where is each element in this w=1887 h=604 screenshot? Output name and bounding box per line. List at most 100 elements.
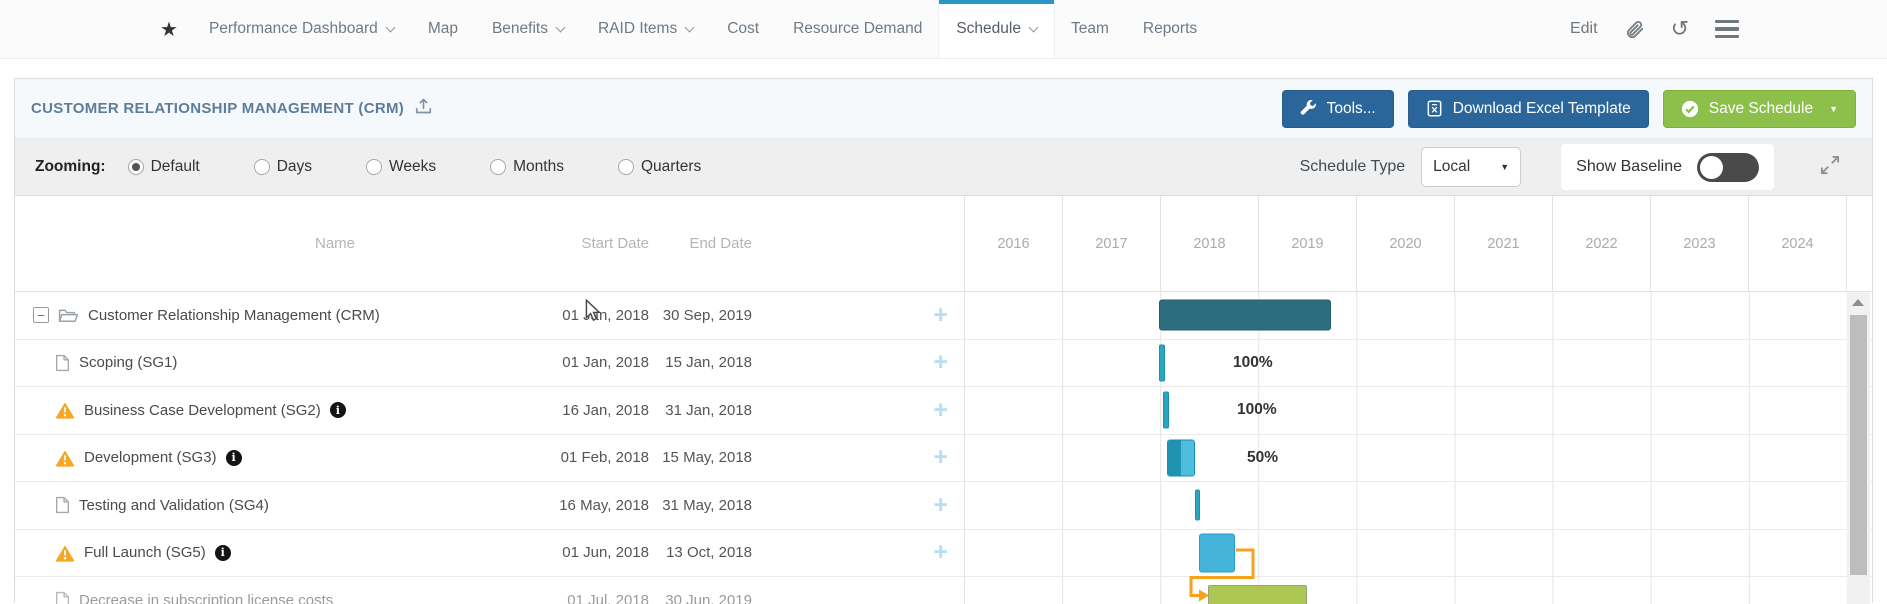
- check-circle-icon: [1681, 100, 1698, 117]
- gantt-bar-milestone[interactable]: [1163, 391, 1169, 429]
- table-row-development: Development (SG3) i 01 Feb, 2018 15 May,…: [15, 434, 1872, 482]
- chevron-down-icon: [555, 22, 566, 32]
- tab-reports[interactable]: Reports: [1126, 0, 1214, 58]
- year-header: 2023: [1650, 196, 1748, 291]
- end-date-cell: 31 May, 2018: [662, 496, 752, 514]
- tab-label: RAID Items: [597, 20, 678, 37]
- tab-performance-dashboard[interactable]: Performance Dashboard: [192, 0, 411, 58]
- upload-share-icon[interactable]: [414, 97, 433, 120]
- menu-hamburger-icon[interactable]: [1715, 19, 1739, 39]
- gantt-bar-progress[interactable]: [1167, 439, 1195, 477]
- grid-header-left: Name Start Date End Date: [15, 196, 964, 291]
- year-header: 2017: [1062, 196, 1160, 291]
- task-name: Scoping (SG1): [79, 354, 178, 372]
- gantt-bar-benefit[interactable]: [1208, 585, 1307, 604]
- info-icon[interactable]: i: [329, 402, 346, 419]
- add-row-plus-icon[interactable]: +: [933, 300, 948, 329]
- end-date-cell: 31 Jan, 2018: [665, 401, 752, 419]
- progress-label: 100%: [1237, 401, 1277, 419]
- show-baseline-group: Show Baseline: [1561, 144, 1774, 190]
- start-date-cell: 16 May, 2018: [559, 496, 649, 514]
- add-row-plus-icon[interactable]: +: [933, 348, 948, 377]
- tab-label: Resource Demand: [793, 20, 923, 37]
- task-name: Testing and Validation (SG4): [79, 496, 269, 514]
- show-baseline-toggle[interactable]: [1697, 152, 1759, 182]
- start-date-cell: 01 Jun, 2018: [562, 544, 649, 562]
- download-excel-template-button[interactable]: Download Excel Template: [1407, 89, 1649, 128]
- task-name: Decrease in subscription license costs: [79, 591, 334, 604]
- warning-triangle-icon: [55, 449, 75, 467]
- end-date-cell: 30 Jun, 2019: [665, 591, 752, 604]
- tab-label: Map: [427, 20, 458, 37]
- add-row-plus-icon[interactable]: +: [933, 538, 948, 567]
- schedule-type-select[interactable]: Local ▼: [1421, 147, 1522, 187]
- gantt-bar-milestone[interactable]: [1195, 489, 1200, 521]
- start-date-cell: 16 Jan, 2018: [562, 401, 649, 419]
- table-row-full-launch: Full Launch (SG5) i 01 Jun, 2018 13 Oct,…: [15, 529, 1872, 577]
- info-icon[interactable]: i: [225, 449, 242, 466]
- gantt-toolbar: Zooming: Default Days Weeks Months Quart…: [15, 139, 1872, 196]
- gantt-bar-task[interactable]: [1199, 533, 1235, 573]
- scrollbar-up-arrow[interactable]: [1852, 299, 1864, 306]
- history-restore-icon[interactable]: ↺: [1670, 16, 1689, 41]
- add-row-plus-icon[interactable]: +: [933, 395, 948, 424]
- warning-triangle-icon: [55, 544, 75, 562]
- add-row-plus-icon[interactable]: +: [933, 443, 948, 472]
- table-row-benefit: Decrease in subscription license costs 0…: [15, 577, 1872, 604]
- favorite-star-icon[interactable]: ★: [160, 18, 178, 41]
- schedule-type-value: Local: [1433, 158, 1471, 175]
- tab-label: Performance Dashboard: [208, 20, 378, 37]
- end-date-cell: 15 May, 2018: [662, 449, 752, 467]
- column-header-start-date: Start Date: [581, 235, 649, 252]
- start-date-cell: 01 Feb, 2018: [560, 449, 649, 467]
- tab-benefits[interactable]: Benefits: [475, 0, 581, 58]
- tab-schedule[interactable]: Schedule: [939, 0, 1054, 58]
- collapse-minus-icon[interactable]: −: [33, 307, 49, 324]
- add-row-plus-icon[interactable]: +: [933, 490, 948, 519]
- tab-team[interactable]: Team: [1054, 0, 1126, 58]
- radio-selected-icon: [127, 159, 144, 175]
- zoom-radio-default[interactable]: Default: [127, 158, 200, 176]
- radio-icon: [490, 159, 507, 175]
- dropdown-caret-icon: ▼: [1829, 103, 1838, 114]
- gantt-lane: 100%: [964, 387, 1847, 434]
- page-title: CUSTOMER RELATIONSHIP MANAGEMENT (CRM): [31, 100, 405, 117]
- top-navigation: ★ Performance Dashboard Map Benefits RAI…: [0, 0, 1887, 59]
- save-schedule-button[interactable]: Save Schedule ▼: [1662, 89, 1856, 128]
- tab-map[interactable]: Map: [411, 0, 475, 58]
- gantt-bar-summary[interactable]: [1159, 299, 1331, 331]
- zoom-radio-days[interactable]: Days: [253, 158, 312, 176]
- tab-label: Reports: [1142, 20, 1198, 37]
- toggle-knob: [1700, 155, 1723, 179]
- tab-label: Schedule: [956, 20, 1021, 37]
- fullscreen-expand-icon[interactable]: [1820, 155, 1840, 180]
- scrollbar-thumb[interactable]: [1850, 315, 1867, 575]
- year-header: 2024: [1748, 196, 1847, 291]
- info-icon[interactable]: i: [214, 544, 231, 561]
- table-row-testing: Testing and Validation (SG4) 16 May, 201…: [15, 482, 1872, 530]
- gantt-bar-milestone[interactable]: [1159, 344, 1165, 382]
- toolbar-right-group: Schedule Type Local ▼ Show Baseline: [1300, 144, 1852, 190]
- vertical-scrollbar[interactable]: [1847, 292, 1870, 604]
- edit-button[interactable]: Edit: [1569, 20, 1598, 37]
- wrench-icon: [1300, 100, 1316, 115]
- tab-cost[interactable]: Cost: [710, 0, 776, 58]
- year-header: 2016: [964, 196, 1062, 291]
- bar-remaining-portion: [1181, 440, 1194, 476]
- tools-button[interactable]: Tools...: [1281, 89, 1394, 128]
- gantt-rows-area: − Customer Relationship Management (CRM)…: [15, 292, 1872, 604]
- tab-resource-demand[interactable]: Resource Demand: [776, 0, 939, 58]
- tab-label: Cost: [727, 20, 760, 37]
- zoom-radio-quarters[interactable]: Quarters: [617, 158, 702, 176]
- radio-label: Weeks: [389, 158, 437, 175]
- gantt-lane: [964, 482, 1847, 529]
- zoom-radio-weeks[interactable]: Weeks: [366, 158, 436, 176]
- end-date-cell: 15 Jan, 2018: [665, 354, 752, 372]
- start-date-cell: 01 Jul, 2018: [567, 591, 649, 604]
- gantt-lane: 50%: [964, 434, 1847, 481]
- attachment-paperclip-icon[interactable]: [1624, 19, 1645, 40]
- zoom-radio-months[interactable]: Months: [490, 158, 564, 176]
- tab-raid-items[interactable]: RAID Items: [581, 0, 710, 58]
- radio-label: Quarters: [640, 158, 702, 175]
